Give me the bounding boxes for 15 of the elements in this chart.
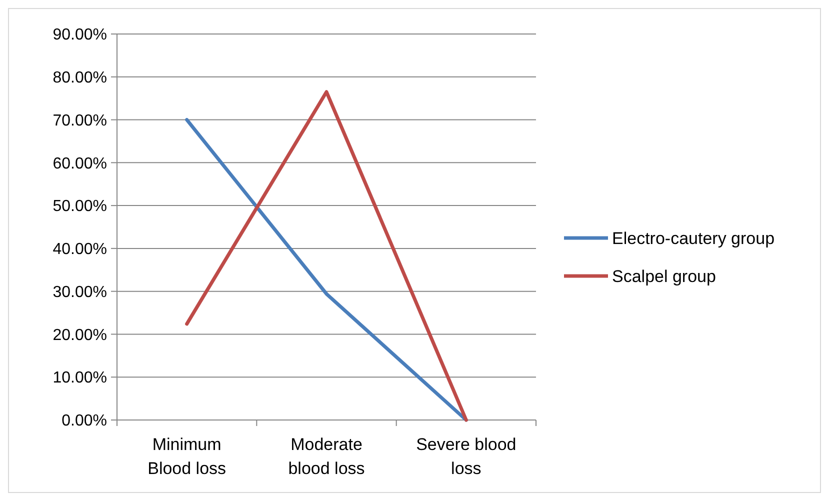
y-tick-label: 10.00% bbox=[52, 370, 107, 387]
y-tick-label: 80.00% bbox=[52, 69, 107, 86]
y-tick-label: 90.00% bbox=[52, 26, 107, 44]
x-tick-label: Minimum Blood loss bbox=[148, 435, 226, 478]
x-tick-label: Severe blood loss bbox=[416, 435, 516, 478]
y-tick-label: 70.00% bbox=[52, 112, 107, 130]
y-tick-label: 0.00% bbox=[62, 412, 107, 430]
y-tick-label: 60.00% bbox=[52, 155, 107, 172]
x-tick-label: Moderate blood loss bbox=[288, 435, 365, 478]
legend-label: Scalpel group bbox=[612, 266, 716, 286]
y-tick-label: 30.00% bbox=[52, 284, 107, 301]
y-tick-label: 20.00% bbox=[52, 326, 107, 344]
legend-label: Electro-cautery group bbox=[612, 228, 775, 248]
y-tick-label: 50.00% bbox=[52, 198, 107, 216]
y-tick-label: 40.00% bbox=[52, 241, 107, 258]
